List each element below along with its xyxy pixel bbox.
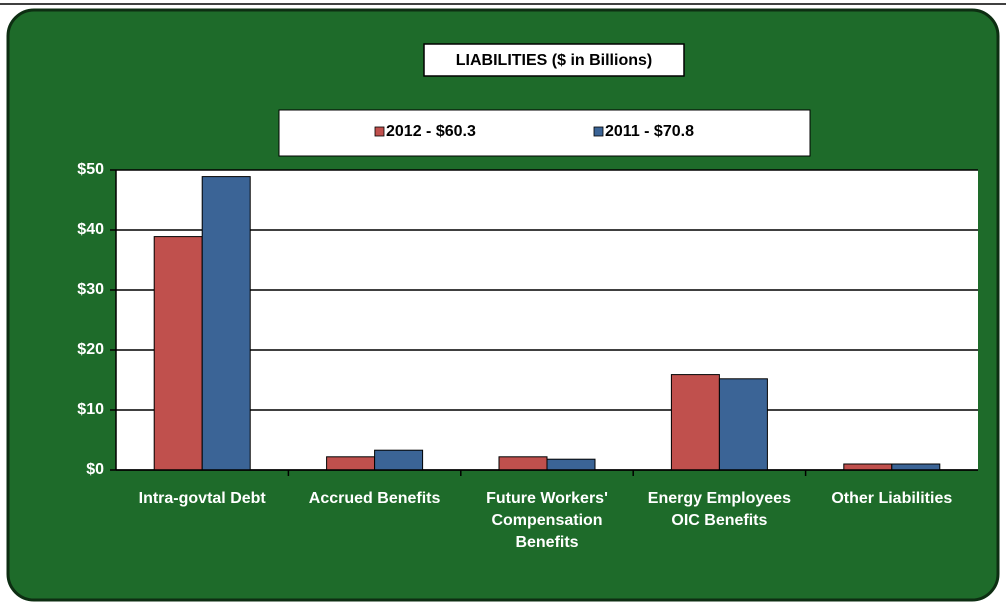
legend-label: 2012 - $60.3 [386, 123, 476, 140]
y-tick-label: $40 [77, 221, 104, 238]
x-tick-label: Other Liabilities [831, 490, 953, 507]
title-box [423, 43, 685, 77]
x-tick-label: Accrued Benefits [308, 490, 441, 507]
bar [891, 463, 941, 471]
bar [326, 456, 376, 471]
plot-area [116, 170, 978, 470]
bar [546, 458, 596, 471]
bar [153, 236, 203, 471]
legend-box [278, 109, 811, 157]
bar [498, 456, 548, 471]
x-tick-label: Intra-govtal Debt [138, 490, 266, 507]
legend-swatch [593, 126, 604, 137]
bar [843, 463, 893, 471]
bar [718, 378, 768, 471]
legend-label: 2011 - $70.8 [605, 123, 694, 140]
chart-title: LIABILITIES ($ in Billions) [456, 52, 652, 69]
y-tick-label: $50 [77, 161, 104, 178]
x-tick-label: Energy Employees OIC Benefits [647, 490, 791, 529]
bar [670, 374, 720, 471]
legend-swatch [374, 126, 385, 137]
y-tick-label: $30 [77, 281, 104, 298]
y-tick-label: $10 [77, 401, 104, 418]
y-tick-label: $0 [86, 461, 104, 478]
bar [201, 176, 251, 471]
y-tick-label: $20 [77, 341, 104, 358]
x-tick-label: Future Workers' Compensation Benefits [486, 490, 608, 551]
bar [374, 449, 424, 471]
